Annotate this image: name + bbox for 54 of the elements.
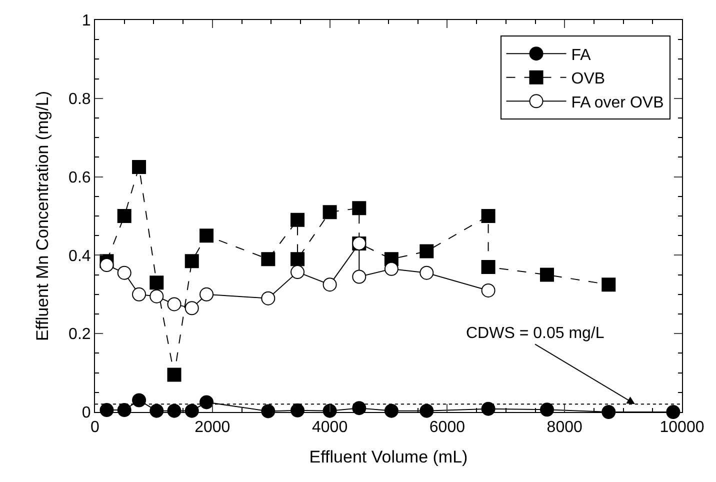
point bbox=[200, 228, 214, 243]
point bbox=[184, 301, 199, 316]
point bbox=[290, 252, 305, 266]
point bbox=[184, 254, 199, 268]
y-tick-label: 0.6 bbox=[68, 169, 91, 186]
point bbox=[132, 393, 146, 408]
x-tick-label: 6000 bbox=[429, 419, 466, 436]
point bbox=[420, 404, 434, 418]
point bbox=[117, 266, 132, 280]
point bbox=[167, 368, 182, 382]
point bbox=[322, 205, 337, 220]
point bbox=[184, 404, 199, 418]
y-tick-label: 0.4 bbox=[68, 248, 91, 265]
point bbox=[117, 209, 132, 223]
point bbox=[290, 265, 305, 280]
point bbox=[150, 289, 164, 304]
x-tick-label: 4000 bbox=[312, 419, 348, 436]
point bbox=[100, 258, 114, 272]
point bbox=[290, 212, 305, 227]
point bbox=[384, 262, 398, 276]
y-tick-label: 0.2 bbox=[68, 326, 91, 344]
point bbox=[481, 260, 496, 274]
point bbox=[261, 252, 276, 266]
point bbox=[420, 244, 434, 258]
y-tick-label: 0.8 bbox=[68, 91, 91, 108]
annotation: CDWS = 0.05 mg/L bbox=[466, 325, 604, 342]
point bbox=[200, 395, 214, 410]
x-tick-label: 2000 bbox=[194, 419, 230, 436]
point bbox=[481, 209, 496, 223]
point bbox=[420, 266, 434, 280]
point bbox=[132, 287, 146, 302]
legend-label: FA over OVB bbox=[571, 94, 664, 112]
y-tick-label: 1 bbox=[82, 12, 91, 30]
point bbox=[540, 268, 554, 282]
point bbox=[167, 297, 182, 312]
point bbox=[352, 201, 366, 216]
point bbox=[352, 270, 366, 284]
x-tick-label: 10000 bbox=[660, 419, 704, 436]
point bbox=[666, 405, 680, 419]
x-tick-label: 8000 bbox=[546, 419, 582, 436]
y-tick-label: 0 bbox=[82, 404, 91, 422]
point bbox=[132, 160, 146, 174]
point bbox=[167, 404, 182, 418]
legend-label: FA bbox=[571, 46, 592, 64]
y-axis-title: Effluent Mn Concentration (mg/L) bbox=[33, 90, 52, 342]
x-axis-title: Effluent Volume (mL) bbox=[309, 448, 468, 467]
point bbox=[602, 278, 616, 292]
legend-label: OVB bbox=[571, 70, 606, 88]
point bbox=[602, 405, 616, 419]
point bbox=[540, 402, 554, 417]
point bbox=[150, 276, 164, 290]
point bbox=[200, 287, 214, 302]
point bbox=[261, 291, 276, 306]
point bbox=[322, 278, 337, 292]
